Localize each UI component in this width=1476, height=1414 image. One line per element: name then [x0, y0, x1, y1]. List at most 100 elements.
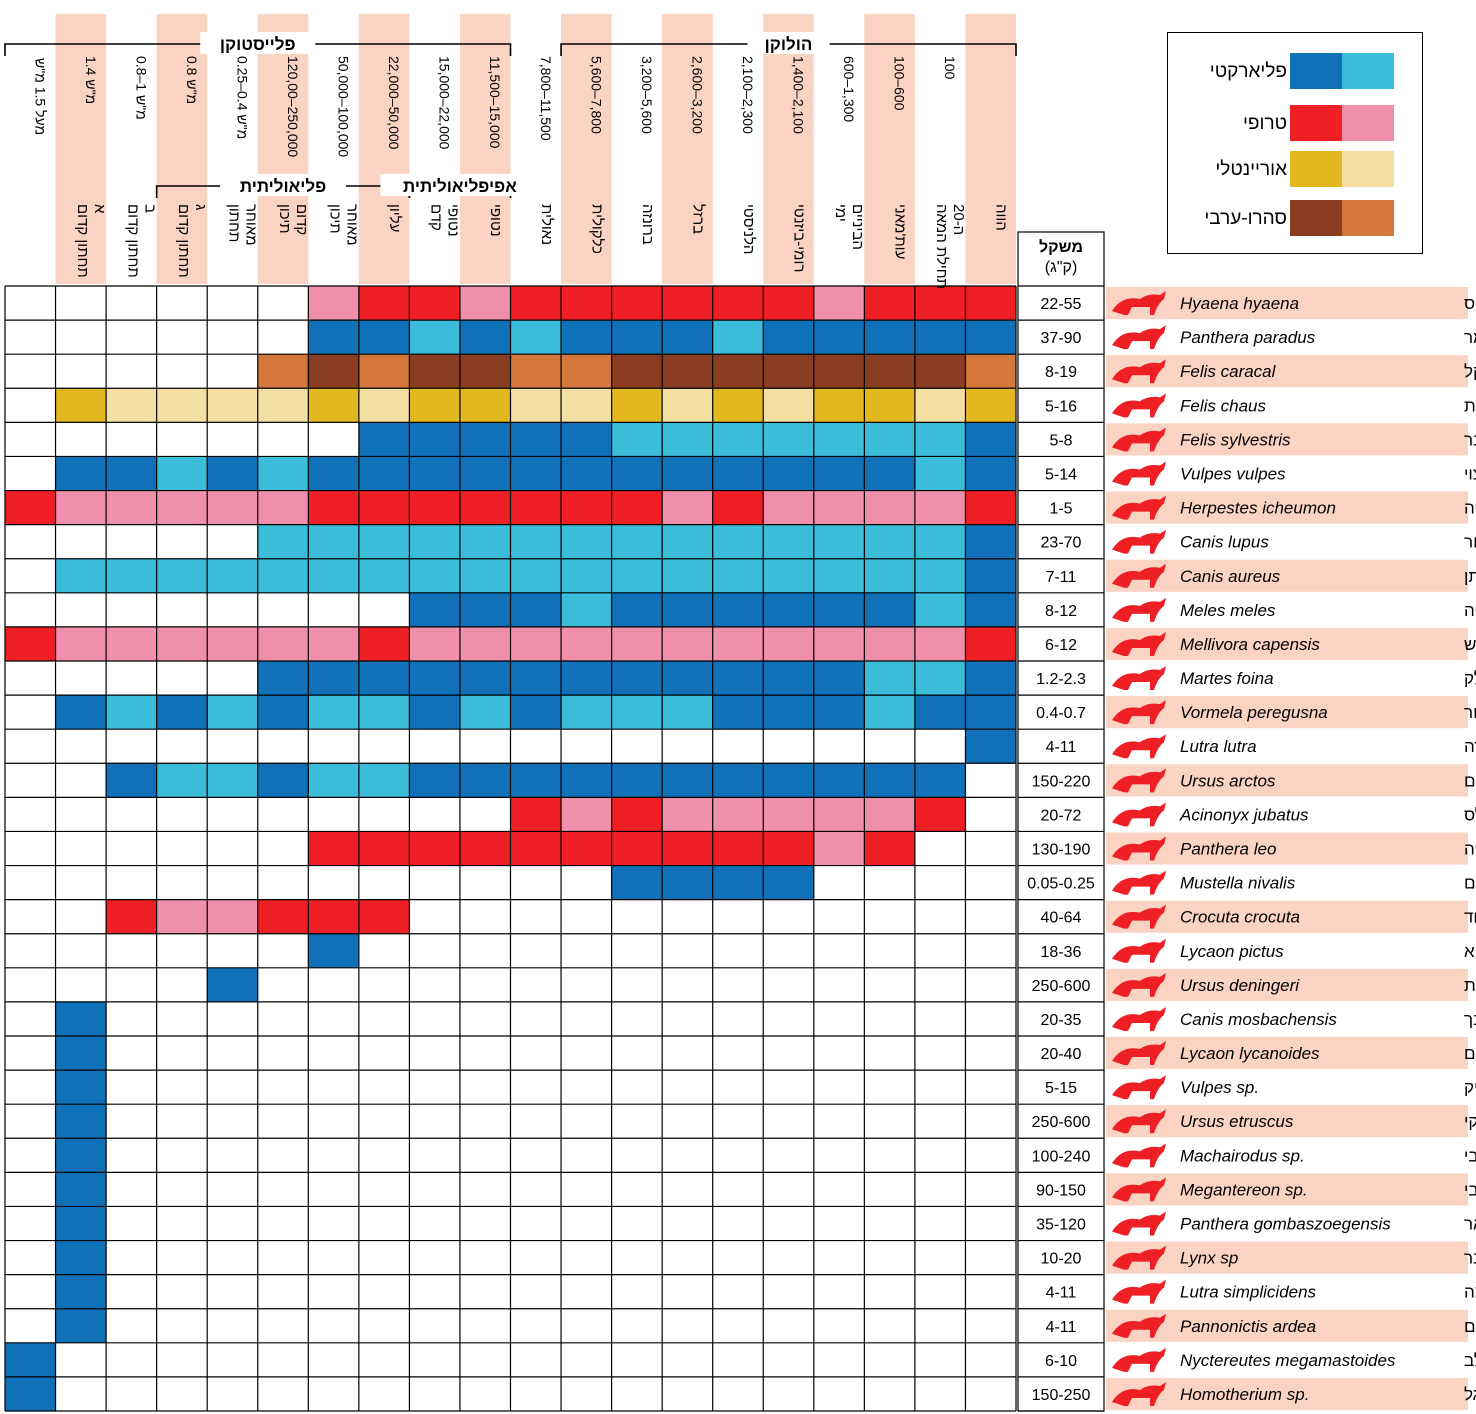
animal-silhouette-icon: [1112, 1245, 1166, 1270]
presence-cell: [813, 422, 865, 457]
animal-silhouette-icon: [1112, 1143, 1166, 1168]
row-band: [1106, 696, 1468, 729]
presence-cell: [459, 558, 511, 593]
presence-cell: [257, 524, 309, 559]
column-date: 100–600: [892, 56, 908, 111]
hebrew-name: לוטרה: [1464, 737, 1476, 756]
presence-cell: [358, 422, 410, 457]
presence-cell: [864, 422, 915, 457]
presence-cell: [813, 592, 865, 627]
presence-cell: [864, 661, 915, 696]
presence-cell: [409, 661, 460, 696]
weight-value: 90-150: [1036, 1182, 1086, 1199]
column-culture: תחתון קדום: [175, 204, 192, 278]
presence-cell: [561, 354, 612, 389]
presence-cell: [510, 626, 562, 661]
hebrew-name: זאב טלוא קדום: [1464, 1044, 1476, 1063]
latin-name: Pannonictis ardea: [1180, 1317, 1316, 1336]
weight-value: 20-40: [1041, 1046, 1082, 1063]
presence-cell: [611, 388, 663, 423]
animal-silhouette-icon: [1112, 529, 1166, 554]
presence-cell: [965, 422, 1016, 457]
presence-cell: [358, 831, 410, 866]
column-band: [358, 14, 410, 284]
presence-cell: [55, 1001, 107, 1036]
hebrew-name: דוב חום: [1464, 771, 1476, 790]
column-date: 1,400–2,100: [791, 56, 807, 134]
presence-cell: [561, 661, 612, 696]
column-culture: ב: [141, 204, 158, 213]
presence-cell: [156, 626, 208, 661]
presence-cell: [106, 626, 157, 661]
presence-cell: [763, 626, 814, 661]
presence-cell: [813, 626, 865, 661]
presence-cell: [763, 456, 814, 491]
presence-cell: [561, 797, 612, 832]
latin-name: Panthera gombaszoegensis: [1180, 1215, 1391, 1234]
weight-value: 18-36: [1041, 944, 1082, 961]
column-date: 2,600–3,200: [689, 56, 705, 134]
presence-cell: [864, 354, 915, 389]
presence-cell: [106, 490, 157, 525]
presence-cell: [561, 763, 612, 798]
presence-cell: [813, 524, 865, 559]
presence-cell: [662, 831, 713, 866]
column-date: 1.4 מ"ש: [83, 56, 99, 104]
weight-value: 10-20: [1041, 1251, 1082, 1268]
column-culture: מאוחר: [242, 204, 259, 246]
row-band: [1106, 423, 1468, 456]
presence-cell: [409, 388, 460, 423]
presence-cell: [459, 763, 511, 798]
latin-name: Vulpes vulpes: [1180, 465, 1286, 484]
presence-cell: [611, 661, 663, 696]
presence-cell: [712, 388, 764, 423]
presence-cell: [611, 422, 663, 457]
presence-cell: [156, 456, 208, 491]
presence-cell: [308, 695, 359, 730]
presence-cell: [409, 592, 460, 627]
hebrew-name: קרקל: [1464, 362, 1476, 381]
presence-cell: [55, 1070, 107, 1105]
presence-cell: [5, 490, 56, 525]
latin-name: Vormela peregusna: [1180, 703, 1328, 722]
legend-swatch-light: [1342, 53, 1394, 89]
presence-cell: [914, 320, 966, 355]
presence-cell: [257, 490, 309, 525]
presence-cell: [510, 524, 562, 559]
weight-value: 5-15: [1045, 1080, 1077, 1097]
column-date: 15,000–22,000: [437, 56, 453, 150]
animal-silhouette-icon: [1112, 1347, 1166, 1372]
presence-cell: [409, 831, 460, 866]
presence-cell: [55, 1240, 107, 1275]
presence-cell: [763, 695, 814, 730]
presence-cell: [611, 558, 663, 593]
presence-cell: [106, 388, 157, 423]
presence-cell: [510, 763, 562, 798]
weight-value: 250-600: [1032, 978, 1091, 995]
animal-silhouette-icon: [1112, 1109, 1166, 1134]
weight-value: 4-11: [1046, 1285, 1077, 1302]
presence-cell: [561, 524, 612, 559]
presence-cell: [965, 729, 1016, 764]
column-culture: מאוחר: [344, 204, 361, 246]
presence-cell: [662, 354, 713, 389]
weight-value: 37-90: [1041, 330, 1082, 347]
row-band: [1106, 1173, 1468, 1206]
presence-cell: [308, 661, 359, 696]
hebrew-name: זאב אפור: [1464, 533, 1476, 552]
column-culture: הביניים: [849, 204, 866, 250]
latin-name: Lycaon lycanoides: [1180, 1044, 1320, 1063]
hebrew-name: דוב אטרוסקי: [1464, 1112, 1476, 1131]
presence-cell: [257, 354, 309, 389]
legend-item: פליארקטי: [1168, 53, 1422, 93]
weight-value: 4-11: [1046, 1319, 1077, 1336]
hebrew-name: תן: [1464, 567, 1476, 586]
presence-cell: [914, 763, 966, 798]
presence-cell: [409, 524, 460, 559]
presence-cell: [813, 661, 865, 696]
presence-cell: [561, 286, 612, 321]
presence-cell: [308, 558, 359, 593]
latin-name: Canis mosbachensis: [1180, 1010, 1337, 1029]
presence-cell: [459, 354, 511, 389]
weight-value: 150-250: [1032, 1387, 1091, 1404]
